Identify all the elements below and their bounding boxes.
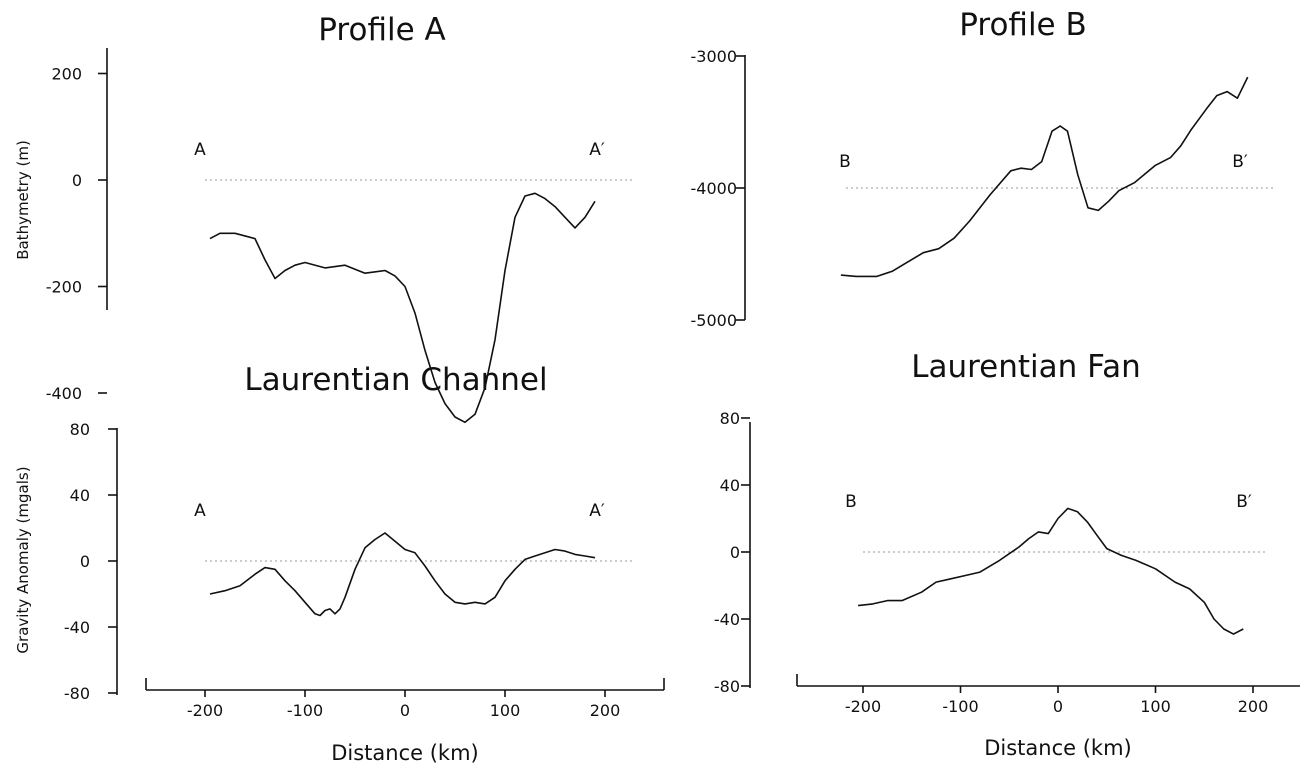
chart-title: Laurentian Channel [244, 362, 547, 398]
y-tick-label: 0 [72, 171, 82, 190]
x-tick-label: 200 [590, 701, 621, 720]
y-tick-label: -200 [46, 278, 82, 297]
y-tick-label: -80 [64, 684, 90, 703]
y-tick-label: 40 [70, 486, 90, 505]
y-tick-label: 0 [730, 543, 740, 562]
profile-start-label: B [839, 152, 851, 172]
panel-gravity-laurentian-channel: Laurentian Channel Gravity Anomaly (mgal… [14, 362, 665, 765]
profile-start-label: A [194, 140, 206, 160]
profile-start-label: B [845, 492, 857, 512]
chart-title: Profile A [318, 12, 445, 48]
x-tick-label: 0 [1053, 697, 1063, 716]
y-tick-label: 0 [80, 552, 90, 571]
x-tick-label: 100 [490, 701, 521, 720]
x-tick-label: -100 [287, 701, 323, 720]
y-tick-label: 80 [720, 409, 740, 428]
profile-end-label: A′ [589, 501, 605, 521]
y-tick-label: -80 [714, 677, 740, 696]
y-tick-label: -5000 [691, 311, 738, 330]
x-tick-label: -200 [187, 701, 223, 720]
x-tick-label: -200 [845, 697, 881, 716]
profile-end-label: B′ [1232, 152, 1248, 172]
y-axis-label: Bathymetry (m) [14, 140, 32, 260]
y-tick-label: 80 [70, 420, 90, 439]
y-tick-label: -400 [46, 384, 82, 403]
profile-curve [840, 76, 1249, 278]
x-axis-label: Distance (km) [331, 741, 479, 765]
x-axis-label: Distance (km) [984, 736, 1132, 760]
profile-curve [209, 532, 596, 617]
y-tick-label: -40 [714, 610, 740, 629]
x-tick-label: 200 [1238, 697, 1269, 716]
profile-curve [209, 192, 596, 424]
panel-gravity-laurentian-fan: Laurentian Fan Distance (km) B B′ 80 40 0 -… [714, 349, 1300, 760]
profile-curve [858, 507, 1244, 635]
x-tick-label: -100 [942, 697, 978, 716]
y-tick-label: -3000 [691, 47, 738, 66]
y-tick-label: 200 [51, 65, 82, 84]
profile-start-label: A [194, 501, 206, 521]
panel-bathymetry-profile-b: Profile B B B′ -3000 -4000 -5000 [691, 7, 1274, 330]
profile-end-label: A′ [589, 140, 605, 160]
chart-title: Profile B [959, 7, 1087, 43]
y-axis-label: Gravity Anomaly (mgals) [14, 466, 32, 653]
x-tick-label: 100 [1140, 697, 1171, 716]
panel-bathymetry-profile-a: Profile A Bathymetry (m) A A′ 4002000-20… [14, 12, 635, 424]
profile-end-label: B′ [1236, 492, 1252, 512]
x-tick-label: 0 [400, 701, 410, 720]
chart-title: Laurentian Fan [911, 349, 1141, 385]
y-tick-label: -40 [64, 618, 90, 637]
y-tick-label: 40 [720, 476, 740, 495]
y-tick-label: -4000 [691, 179, 738, 198]
